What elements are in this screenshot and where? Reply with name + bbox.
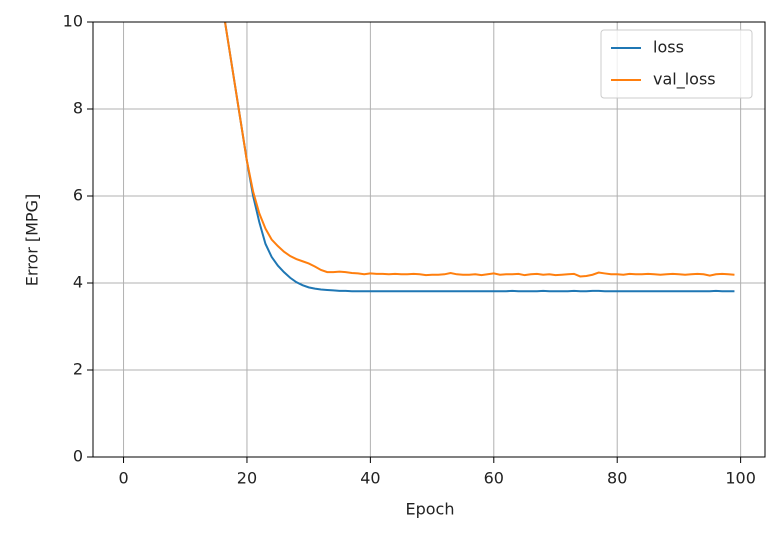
y-tick-label: 0 [73, 447, 83, 466]
x-axis-label: Epoch [406, 500, 455, 519]
legend-label: val_loss [653, 70, 716, 90]
x-tick-label: 40 [360, 469, 380, 488]
y-tick-label: 6 [73, 186, 83, 205]
x-tick-label: 100 [725, 469, 756, 488]
legend-label: loss [653, 38, 684, 57]
y-tick-label: 10 [63, 12, 83, 31]
x-tick-label: 80 [607, 469, 627, 488]
y-tick-label: 8 [73, 99, 83, 118]
series-line [224, 22, 735, 278]
x-tick-label: 20 [237, 469, 257, 488]
x-tick-label: 60 [484, 469, 504, 488]
x-tick-label: 0 [118, 469, 128, 488]
y-tick-label: 2 [73, 360, 83, 379]
y-axis-label: Error [MPG] [23, 194, 42, 286]
plot-lines [224, 22, 735, 293]
plot-frame [92, 21, 766, 458]
y-tick-label: 4 [73, 273, 83, 292]
